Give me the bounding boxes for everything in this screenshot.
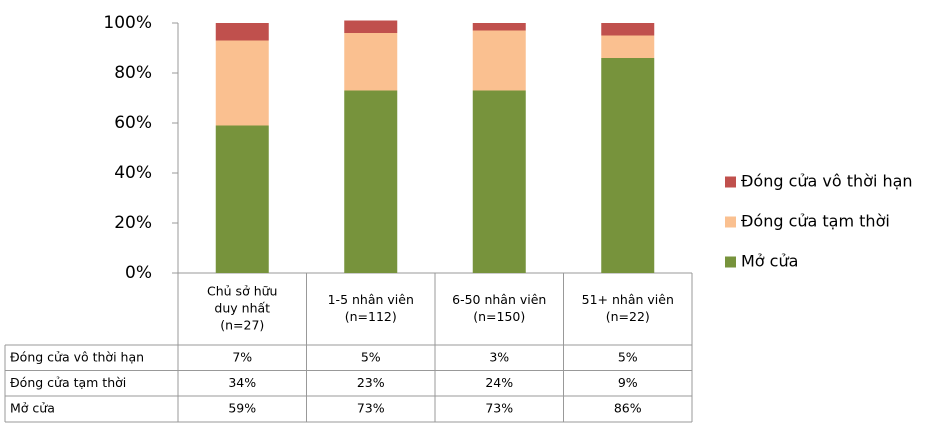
table-value: 23%	[357, 375, 385, 390]
category-label: 6-50 nhân viên	[452, 292, 546, 307]
row-label: Mở cửa	[10, 401, 55, 416]
category-label: (n=27)	[220, 318, 264, 333]
bar-segment	[344, 90, 398, 273]
category-label: (n=112)	[345, 309, 397, 324]
bar-segment	[472, 90, 526, 273]
legend-swatch	[725, 176, 736, 188]
table-value: 5%	[361, 349, 381, 364]
legend-swatch	[725, 216, 736, 228]
bar-segment	[472, 30, 526, 91]
row-label: Đóng cửa vô thời hạn	[10, 349, 144, 364]
y-tick-label: 80%	[114, 63, 152, 83]
bar-segment	[472, 23, 526, 31]
y-tick-label: 0%	[125, 263, 152, 283]
bar-segment	[601, 58, 655, 273]
bar-segment	[601, 35, 655, 58]
category-label: 1-5 nhân viên	[328, 292, 414, 307]
legend-swatch	[725, 256, 736, 268]
table-value: 86%	[614, 401, 642, 416]
table-value: 9%	[618, 375, 638, 390]
y-tick-label: 100%	[103, 13, 152, 33]
category-label: 51+ nhân viên	[582, 292, 674, 307]
table-value: 5%	[618, 349, 638, 364]
bar-segment	[344, 33, 398, 91]
bar-segment	[601, 23, 655, 36]
table-value: 73%	[485, 401, 513, 416]
y-tick-label: 60%	[114, 113, 152, 133]
y-tick-label: 40%	[114, 163, 152, 183]
category-label: (n=22)	[606, 309, 650, 324]
table-value: 3%	[489, 349, 509, 364]
bar-segment	[215, 40, 269, 126]
category-label: Chủ sở hữu	[207, 284, 277, 299]
table-value: 34%	[228, 375, 256, 390]
category-label: duy nhất	[214, 301, 270, 316]
row-label: Đóng cửa tạm thời	[10, 375, 126, 390]
y-tick-label: 20%	[114, 213, 152, 233]
legend-label: Đóng cửa vô thời hạn	[741, 172, 913, 191]
bar-segment	[215, 125, 269, 273]
bar-segment	[215, 23, 269, 41]
table-value: 59%	[228, 401, 256, 416]
table-value: 7%	[232, 349, 252, 364]
bar-segment	[344, 20, 398, 33]
legend-label: Mở cửa	[741, 252, 798, 271]
table-value: 73%	[357, 401, 385, 416]
legend-label: Đóng cửa tạm thời	[741, 212, 890, 231]
category-label: (n=150)	[473, 309, 525, 324]
table-value: 24%	[485, 375, 513, 390]
